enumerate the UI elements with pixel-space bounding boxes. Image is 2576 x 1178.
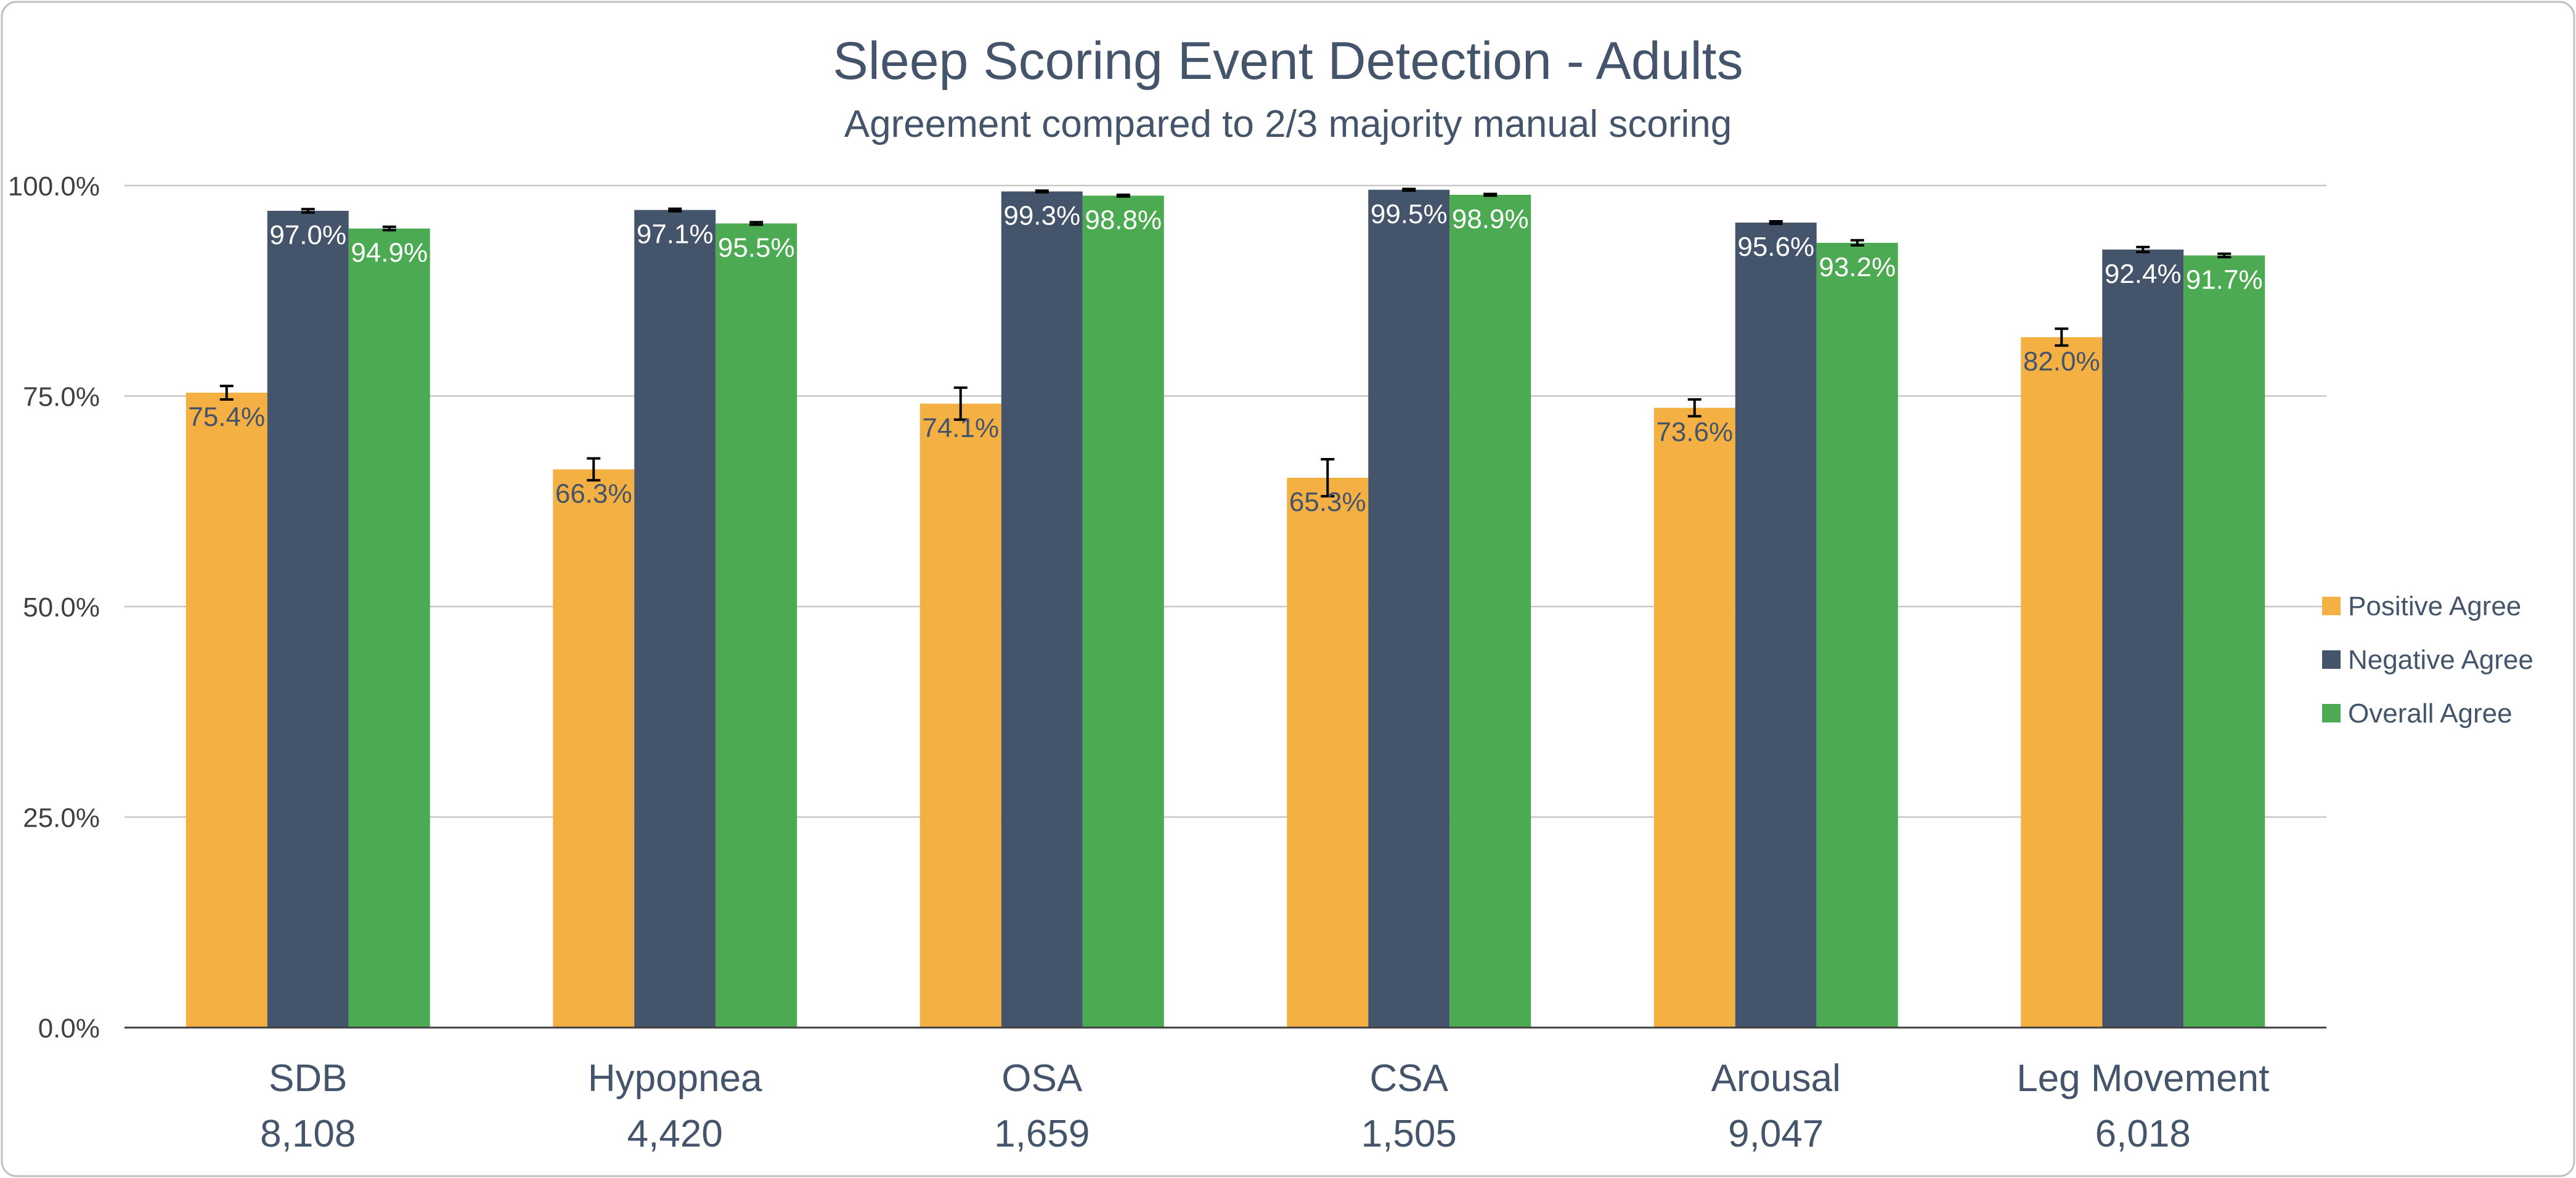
data-label: 95.6% (1737, 232, 1814, 262)
y-tick-label: 50.0% (23, 592, 100, 623)
bar (185, 393, 267, 1028)
data-label: 99.5% (1371, 199, 1448, 229)
error-bar (2055, 327, 2069, 347)
data-label: 73.6% (1656, 417, 1733, 448)
bar (1368, 189, 1450, 1028)
gridlines (124, 184, 2326, 818)
legend-item: Overall Agree (2322, 698, 2513, 729)
data-label: 94.9% (351, 238, 428, 268)
x-tick-label: OSA (1001, 1057, 1083, 1100)
x-tick-count: 9,047 (1728, 1113, 1824, 1155)
bar (348, 228, 430, 1028)
y-tick-label: 75.0% (23, 382, 100, 412)
y-tick-label: 0.0% (38, 1013, 100, 1044)
bar (715, 223, 797, 1028)
bar (1082, 195, 1164, 1028)
data-label: 66.3% (555, 478, 632, 509)
bars (185, 189, 2265, 1028)
x-tick-count: 1,505 (1361, 1113, 1457, 1155)
bar (1816, 242, 1898, 1028)
error-bar (1035, 189, 1049, 194)
x-axis-ticks: SDB 8,108 Hypopnea 4,420 OSA 1,659 CSA 1,505 Aro… (260, 1057, 2269, 1155)
data-label: 74.1% (922, 413, 999, 443)
bar (2102, 249, 2184, 1028)
data-label: 99.3% (1003, 201, 1080, 231)
data-label: 97.1% (637, 219, 714, 250)
legend-item: Negative Agree (2322, 645, 2533, 675)
legend-label: Overall Agree (2348, 698, 2513, 729)
y-tick-label: 100.0% (8, 171, 100, 202)
bar (1653, 407, 1735, 1028)
error-bar (2217, 252, 2232, 259)
data-label: 75.4% (188, 402, 265, 432)
error-bar (301, 208, 315, 214)
error-bar (1116, 194, 1130, 198)
bar (1449, 195, 1531, 1028)
y-axis-ticks: 0.0% 25.0% 50.0% 75.0% 100.0% (8, 171, 100, 1044)
error-bar (953, 386, 968, 421)
error-bar (668, 207, 682, 213)
error-bars (219, 187, 2232, 498)
data-label: 98.9% (1452, 204, 1529, 234)
x-tick-count: 8,108 (260, 1113, 356, 1155)
legend-swatch (2322, 650, 2341, 669)
chart-title: Sleep Scoring Event Detection - Adults (833, 31, 1743, 91)
data-label: 82.0% (2023, 346, 2100, 377)
x-tick-count: 4,420 (627, 1113, 723, 1155)
legend-swatch (2322, 704, 2341, 722)
legend-label: Negative Agree (2348, 645, 2533, 675)
bar (267, 210, 349, 1028)
error-bar (219, 385, 234, 401)
data-label: 95.5% (718, 232, 795, 263)
legend-label: Positive Agree (2348, 591, 2521, 621)
bar (634, 210, 716, 1028)
bar (1287, 478, 1369, 1028)
x-tick-label: Arousal (1711, 1057, 1841, 1100)
legend: Positive Agree Negative Agree Overall Agre… (2322, 591, 2533, 729)
data-label: 91.7% (2186, 264, 2263, 295)
data-labels: 75.4% 66.3% 74.1% 65.3% 73.6% 82.0% 97.0% 97.1%… (188, 199, 2262, 517)
error-bar (1769, 220, 1783, 226)
data-label: 93.2% (1819, 252, 1896, 282)
data-label: 65.3% (1289, 487, 1366, 517)
bar (2021, 337, 2103, 1028)
data-label: 92.4% (2105, 259, 2182, 289)
x-tick-count: 6,018 (2095, 1113, 2191, 1155)
error-bar (2136, 245, 2150, 253)
error-bar (1483, 192, 1498, 197)
data-label: 98.8% (1085, 205, 1162, 235)
x-tick-label: Hypopnea (588, 1057, 762, 1100)
x-tick-count: 1,659 (994, 1113, 1090, 1155)
bar (553, 469, 635, 1028)
chart-subtitle: Agreement compared to 2/3 majority manua… (844, 103, 1732, 145)
legend-swatch (2322, 597, 2341, 615)
error-bar (587, 457, 601, 482)
error-bar (1850, 239, 1864, 247)
x-tick-label: CSA (1370, 1057, 1449, 1100)
data-label: 97.0% (269, 220, 346, 250)
error-bar (1402, 187, 1416, 192)
x-tick-label: Leg Movement (2016, 1057, 2269, 1100)
error-bar (382, 225, 396, 232)
y-tick-label: 25.0% (23, 803, 100, 833)
error-bar (1321, 457, 1335, 498)
bar (1735, 223, 1817, 1028)
x-tick-label: SDB (269, 1057, 347, 1100)
bar (2183, 255, 2265, 1028)
legend-item: Positive Agree (2322, 591, 2521, 621)
error-bar (1687, 398, 1702, 418)
bar (919, 403, 1001, 1028)
bar (1001, 191, 1083, 1028)
error-bar (749, 221, 764, 226)
